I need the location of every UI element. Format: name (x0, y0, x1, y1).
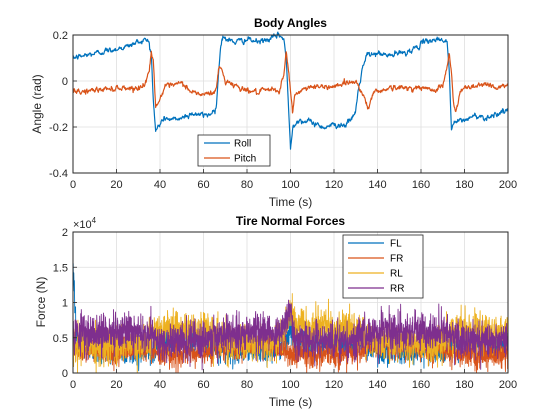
chart-title: Body Angles (254, 16, 327, 30)
chart-tire-normal-forces: Tire Normal Forces 0 20 40 60 80 100 120 140 160… (34, 214, 517, 409)
x-tick-label: 100 (281, 379, 299, 391)
x-tick-label: 120 (325, 179, 343, 191)
x-tick-label: 20 (110, 179, 122, 191)
legend-label-fl: FL (390, 239, 402, 250)
y-ticks: 0 0.5 1 1.5 2 (53, 227, 77, 380)
x-tick-label: 160 (412, 379, 430, 391)
legend-label-roll: Roll (234, 139, 251, 150)
x-tick-label: 80 (241, 379, 253, 391)
series-line-fl (72, 263, 509, 372)
legend-box (197, 134, 271, 167)
x-tick-label: 60 (197, 179, 209, 191)
x-tick-label: 60 (197, 379, 209, 391)
y-axis-label: Angle (rad) (30, 74, 44, 133)
series-line-roll (72, 31, 509, 150)
x-tick-label: 180 (455, 179, 473, 191)
x-tick-label: 200 (499, 179, 517, 191)
y-tick-label: -0.4 (49, 168, 68, 180)
y-ticks: -0.4 -0.2 0 0.2 (49, 30, 77, 180)
x-tick-label: 160 (412, 179, 430, 191)
x-ticks: 0 20 40 60 80 100 120 140 160 180 200 (70, 369, 517, 391)
y-axis-multiplier: ×104 (73, 216, 97, 231)
x-ticks: 0 20 40 60 80 100 120 140 160 180 200 (70, 169, 517, 191)
x-tick-label: 0 (70, 179, 76, 191)
x-tick-label: 100 (281, 179, 299, 191)
x-axis-label: Time (s) (269, 395, 313, 409)
y-tick-label: 1 (62, 298, 68, 310)
y-tick-label: 2 (62, 227, 68, 239)
y-axis-label: Force (N) (34, 277, 48, 328)
legend-label-fr: FR (390, 254, 403, 265)
series-line-pitch (72, 50, 509, 114)
series-line-rr (72, 299, 509, 371)
legend-label-rr: RR (390, 284, 404, 295)
series-lines (72, 263, 509, 374)
chart-body-angles: Body Angles 0 20 40 60 80 100 120 140 160 180 200 … (30, 16, 517, 209)
chart-title: Tire Normal Forces (236, 214, 345, 228)
x-axis-label: Time (s) (269, 195, 313, 209)
y-tick-label: -0.2 (49, 122, 68, 134)
x-tick-label: 40 (154, 179, 166, 191)
x-tick-label: 200 (499, 379, 517, 391)
y-tick-label: 0 (62, 368, 68, 380)
y-tick-label: 0 (62, 76, 68, 88)
x-tick-label: 180 (455, 379, 473, 391)
legend-label-pitch: Pitch (234, 154, 256, 165)
legend: Roll Pitch (197, 134, 271, 167)
x-tick-label: 40 (154, 379, 166, 391)
x-tick-label: 0 (70, 379, 76, 391)
x-tick-label: 120 (325, 379, 343, 391)
y-tick-label: 0.2 (53, 30, 68, 42)
y-tick-label: 1.5 (53, 262, 68, 274)
x-tick-label: 140 (368, 379, 386, 391)
y-tick-label: 0.5 (53, 333, 68, 345)
x-tick-label: 80 (241, 179, 253, 191)
x-tick-label: 20 (110, 379, 122, 391)
legend-label-rl: RL (390, 269, 403, 280)
x-tick-label: 140 (368, 179, 386, 191)
series-lines (72, 31, 509, 150)
legend: FL FR RL RR (342, 234, 424, 299)
